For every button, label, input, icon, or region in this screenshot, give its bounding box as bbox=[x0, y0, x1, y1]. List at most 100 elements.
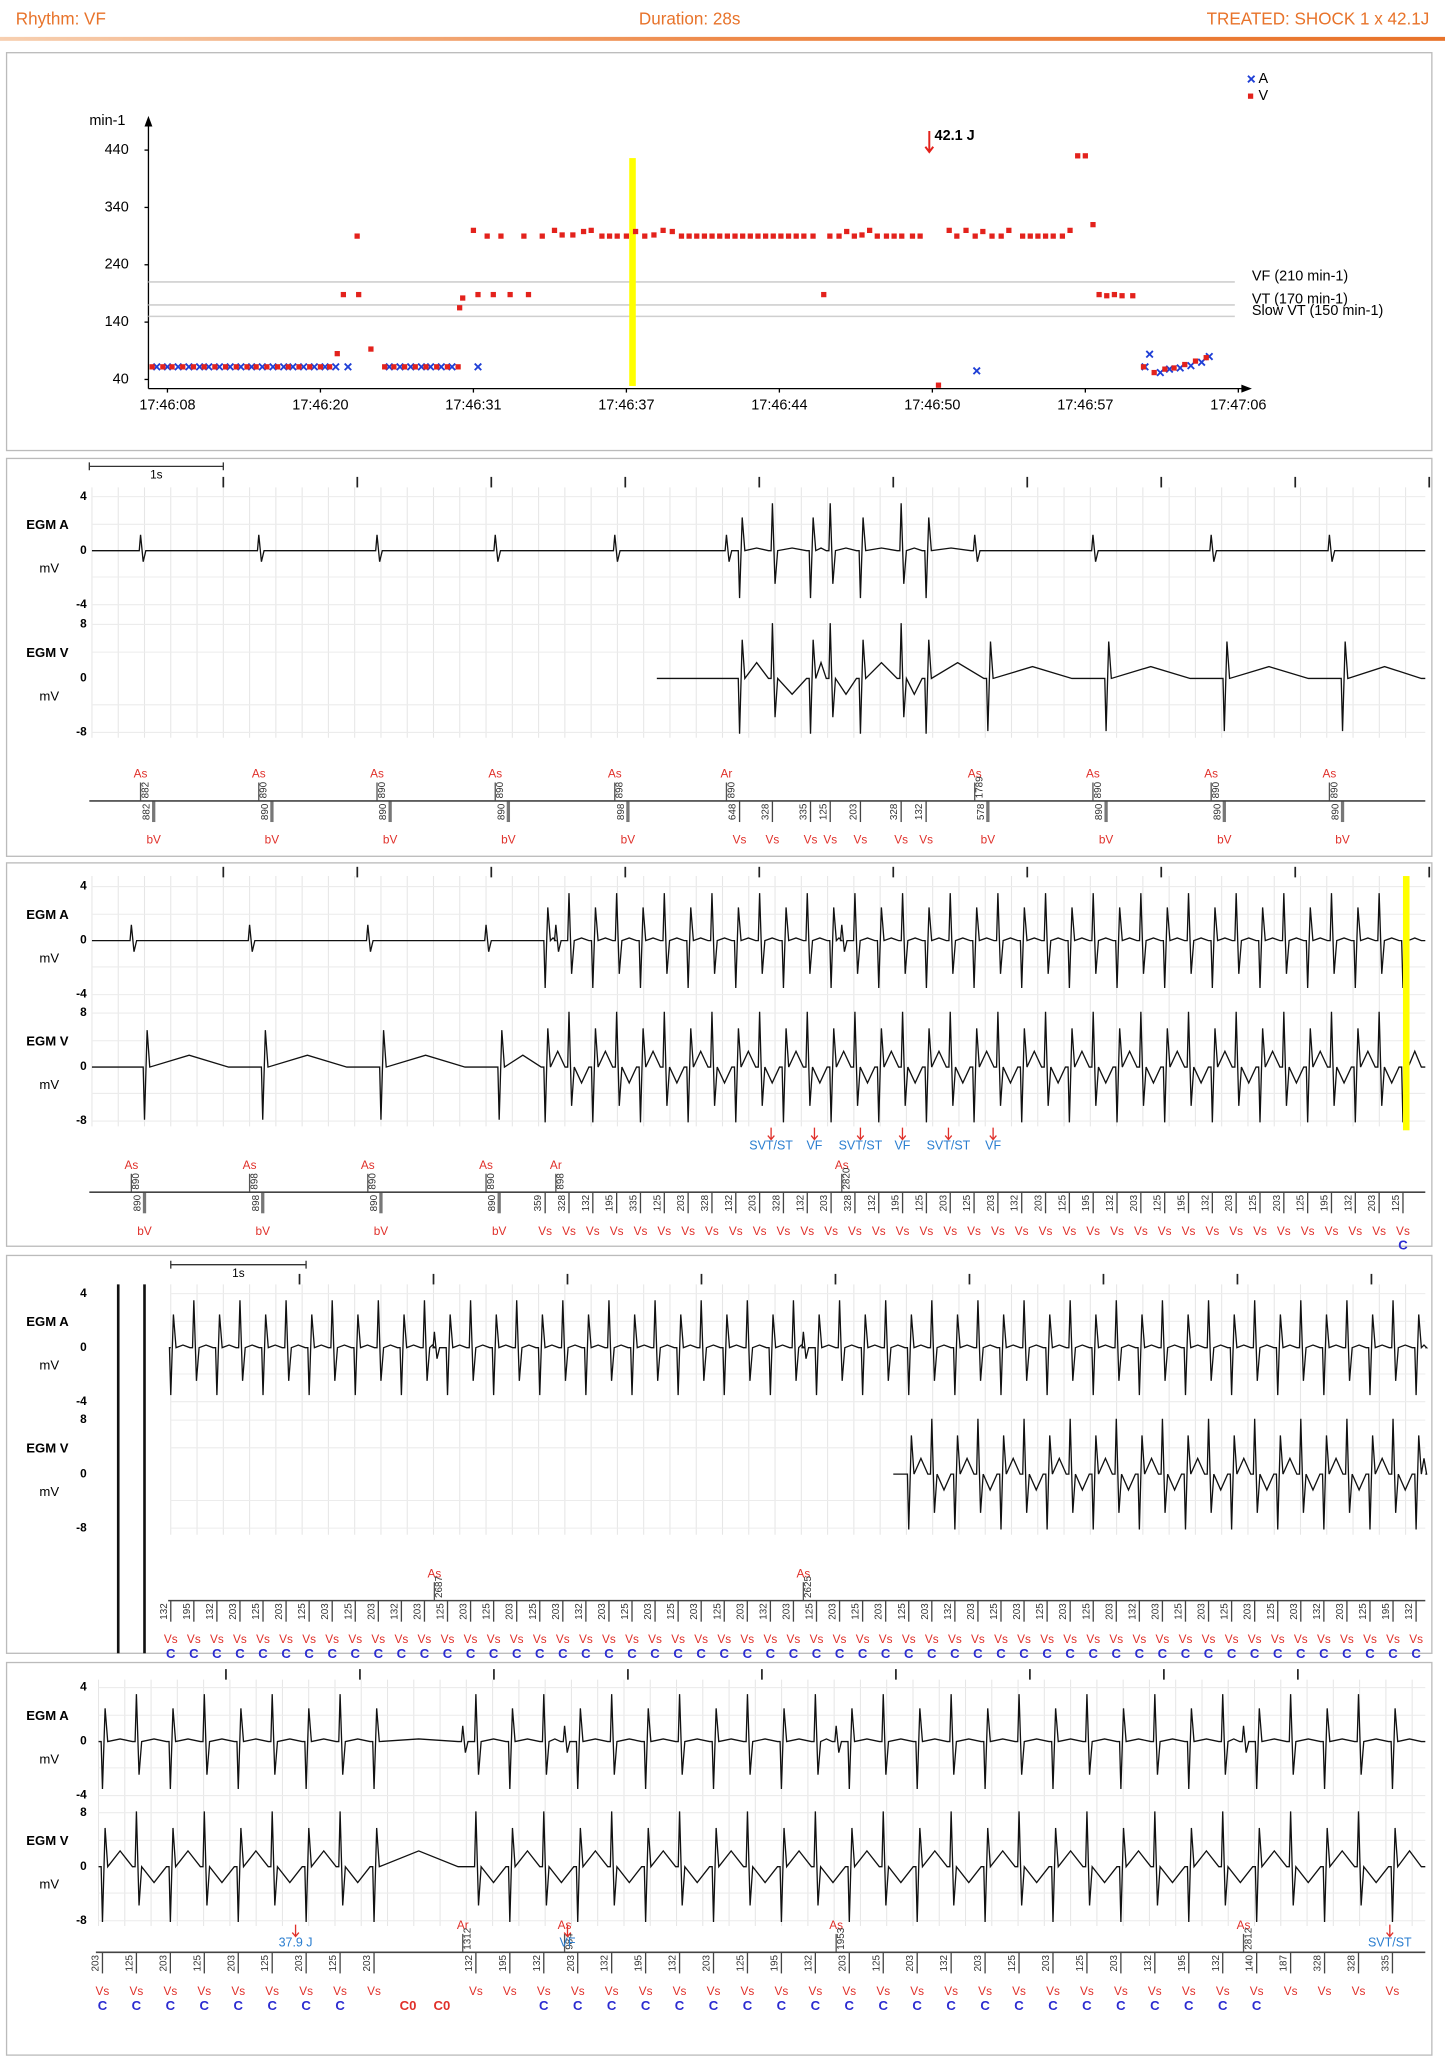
point bbox=[580, 228, 587, 235]
ventricular-interval: 132 bbox=[724, 1195, 735, 1211]
atrial-marker: As bbox=[558, 1918, 572, 1932]
ventricular-interval: 132 bbox=[1010, 1195, 1021, 1211]
ventricular-interval: 132 bbox=[1127, 1603, 1138, 1619]
ventricular-marker: Vs bbox=[469, 1984, 483, 1998]
ventricular-marker: Vs bbox=[1352, 1984, 1366, 1998]
annotation: SVT/ST bbox=[927, 1138, 971, 1152]
ventricular-interval: 328 bbox=[843, 1194, 854, 1211]
x-tick-label: 17:46:50 bbox=[904, 398, 960, 414]
classification: C bbox=[879, 1998, 889, 2013]
zone-label: VT (170 min-1) bbox=[1252, 291, 1348, 307]
ventricular-interval: 195 bbox=[1381, 1603, 1392, 1620]
x-tick-label: 17:46:31 bbox=[445, 398, 501, 414]
ventricular-marker: bV bbox=[981, 833, 996, 847]
point bbox=[660, 227, 666, 234]
classification: C bbox=[98, 1998, 108, 2013]
point bbox=[651, 232, 657, 238]
ventricular-marker: bV bbox=[374, 1224, 389, 1238]
classification: C bbox=[351, 1646, 361, 1661]
ventricular-interval: 203 bbox=[597, 1603, 608, 1620]
ventricular-interval: 125 bbox=[436, 1603, 447, 1620]
point bbox=[233, 364, 239, 370]
zone-label: VF (210 min-1) bbox=[1252, 269, 1348, 285]
channel-unit: mV bbox=[39, 1358, 59, 1373]
amplitude-tick: 0 bbox=[80, 1059, 87, 1073]
egm-a-trace bbox=[91, 503, 1426, 599]
point bbox=[356, 291, 362, 298]
ventricular-marker: Vs bbox=[418, 1632, 432, 1646]
ventricular-marker: Vs bbox=[1277, 1224, 1291, 1238]
ventricular-interval: 125 bbox=[528, 1603, 539, 1620]
ventricular-marker: Vs bbox=[1409, 1632, 1423, 1646]
channel-name: EGM A bbox=[26, 1314, 69, 1329]
ventricular-marker: Vs bbox=[1229, 1224, 1243, 1238]
atrial-interval: 882 bbox=[140, 782, 151, 798]
classification: C bbox=[1398, 1238, 1408, 1253]
ventricular-interval: 195 bbox=[605, 1194, 616, 1211]
point bbox=[709, 233, 715, 239]
ventricular-marker: Vs bbox=[130, 1984, 144, 1998]
ventricular-interval: 132 bbox=[803, 1955, 814, 1971]
atrial-marker: As bbox=[829, 1918, 843, 1932]
point bbox=[1203, 355, 1209, 361]
point bbox=[460, 295, 466, 301]
ventricular-marker: Vs bbox=[1182, 1224, 1196, 1238]
ventricular-marker: Vs bbox=[717, 1632, 731, 1646]
classification: C bbox=[743, 1646, 753, 1661]
ventricular-marker: Vs bbox=[740, 1632, 754, 1646]
atrial-interval: 890 bbox=[1329, 781, 1340, 798]
ventricular-marker: Vs bbox=[1062, 1224, 1076, 1238]
ventricular-interval: 203 bbox=[158, 1954, 169, 1971]
classification: C bbox=[1135, 1646, 1145, 1661]
amplitude-tick: 4 bbox=[80, 879, 87, 893]
amplitude-tick: 0 bbox=[80, 1859, 87, 1873]
ventricular-interval: 125 bbox=[818, 803, 829, 820]
classification: C bbox=[904, 1646, 914, 1661]
classification: C bbox=[607, 1998, 617, 2013]
ventricular-marker: Vs bbox=[1340, 1632, 1354, 1646]
ventricular-marker: Vs bbox=[164, 1632, 178, 1646]
ventricular-marker: Vs bbox=[464, 1632, 478, 1646]
ventricular-interval: 890 bbox=[1212, 803, 1223, 820]
ventricular-interval: 203 bbox=[412, 1603, 423, 1620]
atrial-interval: 890 bbox=[495, 781, 506, 798]
ventricular-marker: Vs bbox=[510, 1632, 524, 1646]
atrial-interval: 2820 bbox=[842, 1167, 853, 1189]
classification: C bbox=[1112, 1646, 1122, 1661]
ventricular-marker: Vs bbox=[1301, 1224, 1315, 1238]
point bbox=[599, 233, 605, 239]
atrial-interval: 2687 bbox=[434, 1576, 445, 1598]
ventricular-interval: 132 bbox=[914, 804, 925, 820]
ventricular-marker: Vs bbox=[854, 833, 868, 847]
ventricular-interval: 335 bbox=[799, 803, 810, 820]
scale-label: 1s bbox=[150, 468, 163, 482]
classification: C bbox=[604, 1646, 614, 1661]
annotation-arrow bbox=[1386, 1924, 1394, 1938]
ventricular-interval: 328 bbox=[760, 803, 771, 820]
channel-unit: mV bbox=[39, 951, 59, 966]
point bbox=[1096, 291, 1102, 298]
ventricular-marker: Vs bbox=[876, 1984, 890, 1998]
ventricular-interval: 125 bbox=[989, 1603, 1000, 1620]
ventricular-marker: Vs bbox=[1284, 1984, 1298, 1998]
point bbox=[354, 233, 360, 239]
atrial-marker: As bbox=[370, 767, 384, 781]
ventricular-interval: 203 bbox=[459, 1603, 470, 1620]
ventricular-interval: 203 bbox=[505, 1603, 516, 1620]
ventricular-interval: 328 bbox=[1347, 1954, 1358, 1971]
ventricular-interval: 328 bbox=[557, 1194, 568, 1211]
classification: C bbox=[258, 1646, 268, 1661]
classification: C bbox=[132, 1998, 142, 2013]
ventricular-marker: Vs bbox=[538, 1224, 552, 1238]
point bbox=[883, 233, 890, 239]
ventricular-interval: 125 bbox=[1358, 1603, 1369, 1620]
classification: C bbox=[200, 1998, 210, 2013]
point bbox=[606, 233, 613, 239]
point bbox=[998, 233, 1004, 239]
ventricular-marker: Vs bbox=[210, 1632, 224, 1646]
atrial-marker: As bbox=[968, 767, 982, 781]
classification: C0 bbox=[400, 1998, 417, 2013]
point bbox=[1006, 227, 1012, 234]
ventricular-marker: Vs bbox=[1271, 1632, 1285, 1646]
classification: C bbox=[881, 1646, 891, 1661]
